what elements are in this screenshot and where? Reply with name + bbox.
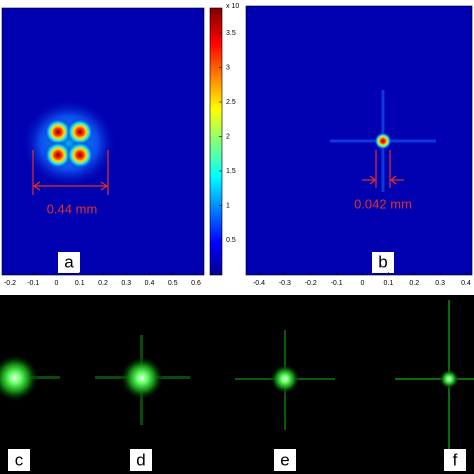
- colorbar-tick-label: 2.5: [226, 99, 236, 106]
- spot: [66, 141, 94, 169]
- dimension-arrow: [32, 150, 109, 195]
- colorbar: [209, 7, 223, 276]
- label-box: [130, 449, 152, 471]
- panel-label: e: [280, 450, 289, 469]
- x-tick-label: -0.3: [279, 280, 291, 287]
- panel-label: b: [378, 252, 387, 271]
- x-tick-label: 0: [55, 280, 59, 287]
- panel-label: f: [453, 450, 458, 469]
- x-tick-label: 0.1: [75, 280, 85, 287]
- panel-label: c: [15, 450, 24, 469]
- panel-label: a: [64, 252, 74, 271]
- x-tick-label: -0.1: [27, 280, 39, 287]
- x-tick-label: 0.3: [435, 280, 445, 287]
- x-tick-label: -0.1: [331, 280, 343, 287]
- photo-strip: [0, 295, 474, 474]
- x-tick-label: 0.1: [384, 280, 394, 287]
- label-box: [372, 252, 394, 273]
- label-box: [8, 449, 30, 471]
- x-tick-label: 0.3: [121, 280, 131, 287]
- x-tick-label: 0.4: [461, 280, 471, 287]
- x-tick-label: 0.4: [145, 280, 155, 287]
- colorbar-tick-label: 0.5: [226, 237, 236, 244]
- colorbar-exponent: x 10: [226, 3, 239, 10]
- green-spots: [0, 300, 474, 460]
- spot: [374, 132, 392, 150]
- spot: [44, 118, 72, 146]
- dimension-label: 0.042 mm: [354, 196, 412, 211]
- colorbar-tick-label: 3.5: [226, 30, 236, 37]
- x-tick-label: -0.2: [305, 280, 317, 287]
- x-tick-label: 0: [361, 280, 365, 287]
- dimension-label: 0.44 mm: [47, 201, 98, 216]
- colorbar-tick-label: 1.5: [226, 168, 236, 175]
- panel-label: d: [136, 450, 145, 469]
- x-tick-label: 0.6: [191, 280, 201, 287]
- pattern-halo: [21, 98, 117, 188]
- label-box: [274, 449, 296, 471]
- x-tick-label: -0.4: [253, 280, 265, 287]
- spot: [44, 141, 72, 169]
- x-tick-label: 0.5: [168, 280, 178, 287]
- x-tick-label: 0.2: [409, 280, 419, 287]
- colorbar-tick-label: 1: [226, 202, 230, 209]
- spot: [66, 118, 94, 146]
- colorbar-tick-label: 2: [226, 133, 230, 140]
- colorbar-tick-label: 3: [226, 64, 230, 71]
- label-box: [444, 449, 466, 471]
- dimension-arrow: [362, 150, 404, 188]
- x-tick-label: 0.2: [98, 280, 108, 287]
- label-box: [58, 252, 80, 273]
- x-tick-label: -0.2: [4, 280, 16, 287]
